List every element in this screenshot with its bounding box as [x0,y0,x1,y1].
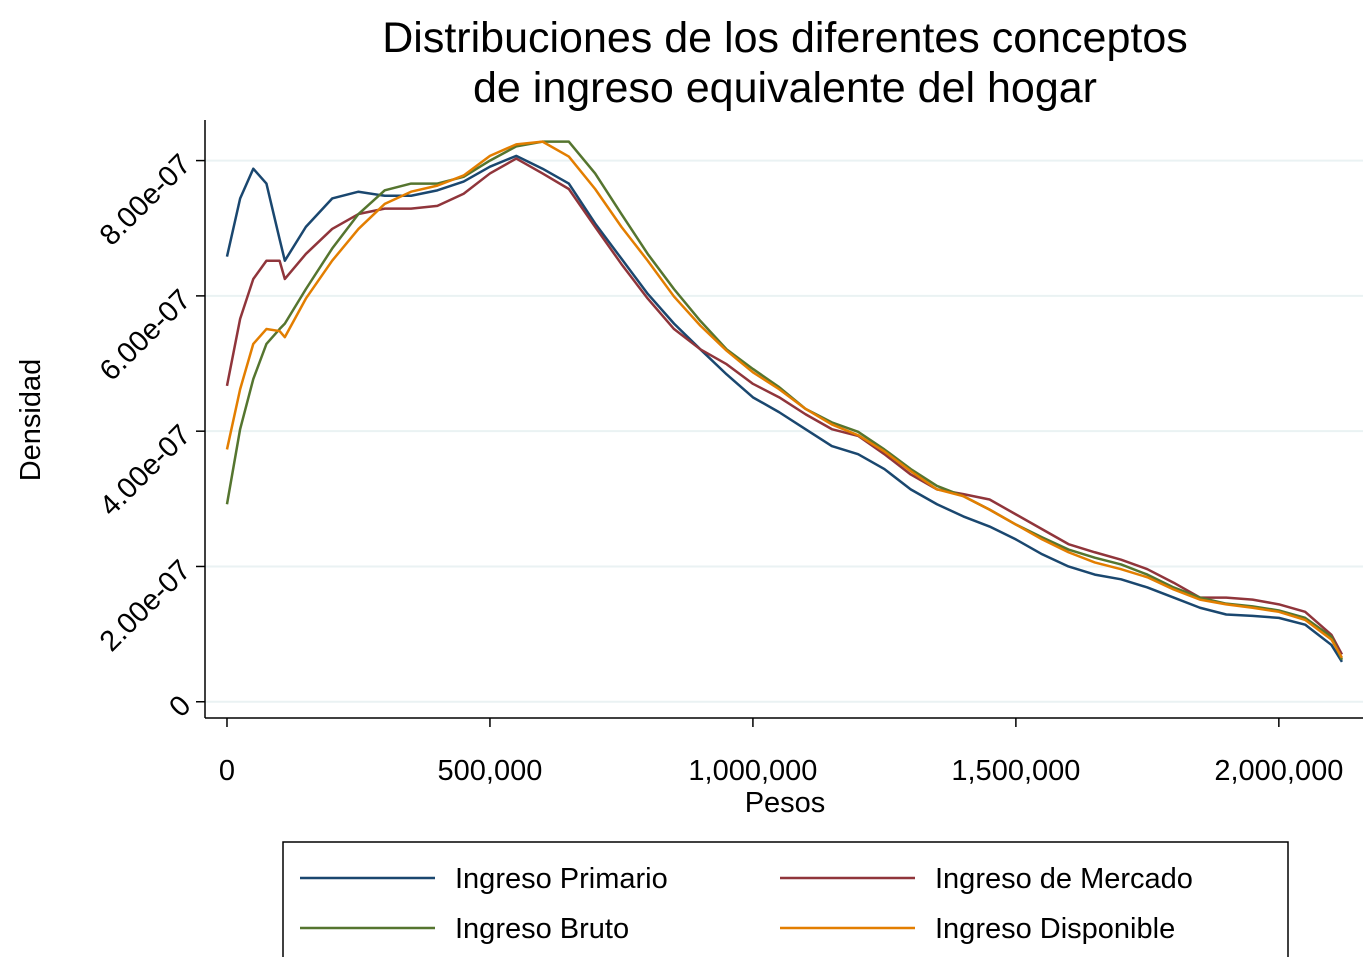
x-tick-label: 0 [219,755,235,787]
legend-box [282,841,1289,957]
series-line [225,154,1344,663]
x-tick-label: 1,500,000 [951,755,1080,787]
legend-label: Ingreso de Mercado [935,863,1193,895]
series-line [225,140,1344,659]
y-axis-title: Densidad [15,359,47,482]
series-line [225,157,1344,656]
x-tick-label: 2,000,000 [1214,755,1343,787]
series-line [225,140,1344,661]
chart-title: Distribuciones de los diferentes concept… [382,14,1188,62]
x-tick-label: 1,000,000 [688,755,817,787]
x-tick-label: 500,000 [438,755,543,787]
legend-label: Ingreso Disponible [935,913,1175,945]
x-axis-title: Pesos [745,787,826,819]
legend-label: Ingreso Bruto [455,913,629,945]
legend-label: Ingreso Primario [455,863,668,895]
chart-title: de ingreso equivalente del hogar [473,64,1097,112]
